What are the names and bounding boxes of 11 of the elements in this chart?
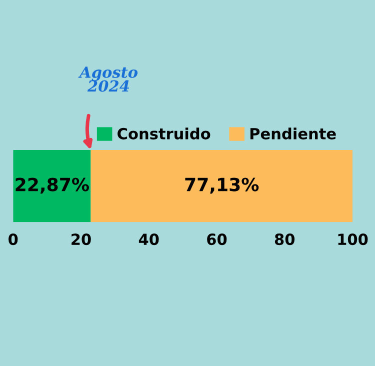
x-tick-label: 40 bbox=[138, 234, 159, 246]
x-tick-label: 20 bbox=[72, 234, 91, 246]
x-tick-label: 80 bbox=[274, 234, 295, 246]
data-label: 77,13% bbox=[185, 178, 259, 194]
x-tick-label: 0 bbox=[8, 234, 18, 246]
x-tick-label: 60 bbox=[207, 234, 227, 246]
x-tick-label: 100 bbox=[338, 234, 368, 246]
data-label: 22,87% bbox=[16, 178, 89, 194]
legend-label: Pendiente bbox=[250, 128, 336, 140]
text: Agosto 2024 bbox=[78, 66, 138, 92]
legend-label: Construido bbox=[118, 128, 210, 140]
